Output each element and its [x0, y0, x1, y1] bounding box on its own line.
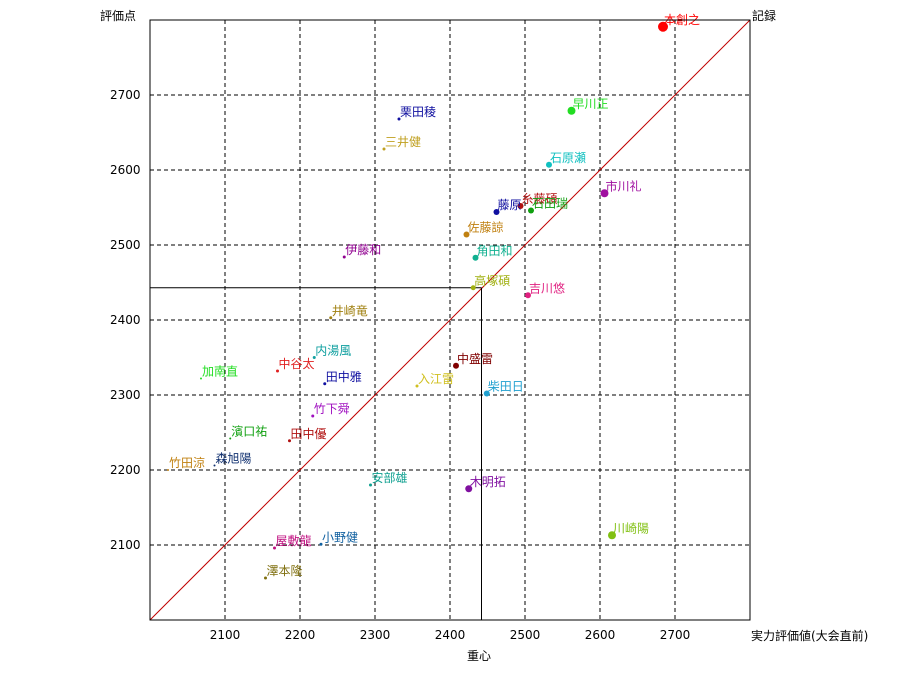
data-point [229, 437, 232, 440]
point-label: 早川正 [573, 97, 609, 111]
data-point [517, 203, 524, 209]
x-tick-label: 2200 [285, 628, 316, 642]
point-label: 角田和 [477, 244, 513, 258]
point-label: 竹下舜 [314, 401, 350, 416]
point-label: 加南直 [202, 364, 238, 379]
y-tick-label: 2200 [110, 463, 141, 477]
data-point [463, 231, 470, 238]
point-label: 伊藤和 [345, 243, 381, 257]
data-point [276, 369, 279, 373]
grid-lines [150, 20, 750, 620]
tick-labels: 2100 2200 2300 2400 2500 2600 2700 2100 2200 2300… [110, 88, 690, 642]
point-label: 井崎竜 [332, 304, 368, 318]
data-point [546, 161, 552, 168]
point-label: 安部雄 [372, 470, 408, 485]
point-label: 田中雅 [326, 369, 362, 384]
point-label: 佐藤諒 [468, 220, 504, 235]
data-point [528, 207, 534, 214]
data-point [493, 209, 500, 215]
data-point [397, 117, 401, 121]
y-tick-label: 2400 [110, 313, 141, 327]
data-point [369, 483, 372, 487]
diagonal-line [149, 19, 751, 621]
x-tick-label: 2400 [435, 628, 466, 642]
point-label: 高塚碩 [474, 273, 510, 288]
point-label: 木明拓 [470, 475, 506, 489]
data-point [525, 292, 531, 299]
data-point [288, 439, 291, 443]
data-point [382, 147, 386, 151]
data-point [200, 377, 202, 380]
data-point [273, 546, 276, 550]
reference-lines [149, 19, 751, 621]
point-label: 石原瀬 [550, 151, 586, 165]
data-point [453, 362, 459, 369]
diagonal-label: 記録 [752, 8, 776, 23]
point-label: 内湯風 [315, 344, 351, 358]
y-axis-title: 評価点 [100, 8, 136, 23]
data-point [415, 384, 419, 388]
point-label: 中盛雷 [457, 351, 493, 366]
plot-frame [149, 19, 751, 621]
data-point [342, 255, 346, 259]
data-point [658, 21, 668, 32]
point-label: 森旭陽 [216, 451, 252, 466]
y-tick-label: 2100 [110, 538, 141, 552]
data-point [167, 469, 169, 471]
point-label: 田中優 [291, 426, 327, 441]
data-point [329, 316, 333, 320]
point-label: 澤本隆 [267, 563, 303, 578]
data-point [311, 414, 315, 418]
point-label: 市川礼 [606, 178, 642, 193]
data-point [600, 189, 609, 198]
x-axis-title-bottom: 重心 [467, 649, 491, 663]
x-tick-label: 2500 [510, 628, 541, 642]
data-point [312, 356, 316, 359]
point-label: 川崎陽 [613, 521, 649, 535]
point-label: 吉川悠 [529, 280, 565, 295]
y-tick-label: 2700 [110, 88, 141, 102]
data-point [319, 542, 323, 546]
data-point [264, 576, 267, 580]
data-point [470, 285, 476, 291]
point-label: 濱口祐 [231, 425, 267, 439]
data-point [465, 485, 473, 493]
data-point [472, 254, 479, 261]
point-label: 屋敷龍 [276, 533, 312, 548]
point-label: 栗田稜 [400, 105, 436, 119]
data-point [567, 106, 576, 115]
y-tick-label: 2500 [110, 238, 141, 252]
point-label: 糸藤碩 [522, 192, 558, 206]
data-point [608, 531, 616, 540]
x-tick-label: 2100 [210, 628, 241, 642]
point-label: 中谷太 [279, 356, 315, 371]
point-label: 藤原 [498, 198, 522, 212]
x-tick-label: 2700 [660, 628, 691, 642]
point-label: 小野健 [322, 530, 358, 544]
point-label: 柴田日 [488, 380, 524, 394]
data-point [323, 382, 327, 386]
point-label: 竹田涼 [169, 455, 205, 470]
y-tick-label: 2600 [110, 163, 141, 177]
point-label: 入江雷 [418, 372, 454, 386]
point-label: 石田瑞 [532, 197, 568, 211]
y-tick-label: 2300 [110, 388, 141, 402]
x-tick-label: 2300 [360, 628, 391, 642]
point-label: 三井健 [385, 135, 421, 149]
data-point [213, 464, 216, 467]
data-point [483, 390, 490, 397]
x-axis-title-right: 実力評価値(大会直前) [751, 628, 868, 643]
x-tick-label: 2600 [585, 628, 616, 642]
